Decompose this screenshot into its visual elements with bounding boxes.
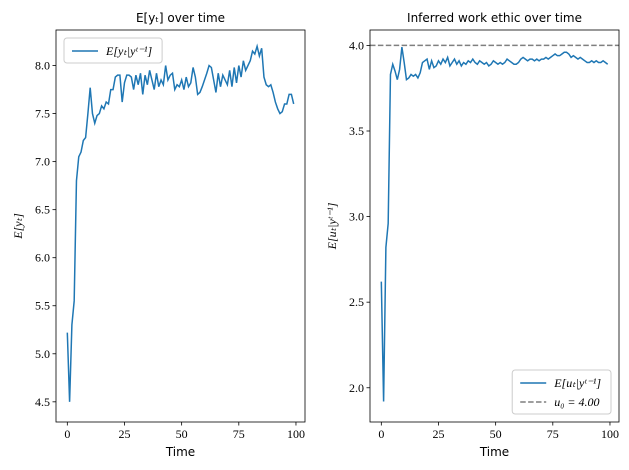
y-axis-label: E[yₜ] bbox=[11, 213, 25, 240]
y-tick-label: 4.0 bbox=[349, 38, 364, 52]
x-tick-label: 50 bbox=[176, 427, 188, 441]
x-tick-label: 75 bbox=[233, 427, 245, 441]
y-tick-label: 5.0 bbox=[35, 347, 50, 361]
y-tick-label: 7.5 bbox=[35, 107, 50, 121]
y-tick-label: 3.0 bbox=[349, 210, 364, 224]
x-tick-label: 100 bbox=[601, 427, 619, 441]
x-tick-label: 0 bbox=[378, 427, 384, 441]
line-series bbox=[380, 47, 609, 402]
x-tick-label: 0 bbox=[64, 427, 70, 441]
chart-title: E[yₜ] over time bbox=[136, 11, 225, 25]
legend: E[uₜ|yᵗ⁻¹] u₀ = 4.00 bbox=[511, 369, 612, 415]
x-tick-label: 50 bbox=[490, 427, 502, 441]
x-tick-label: 25 bbox=[432, 427, 444, 441]
chart-title: Inferred work ethic over time bbox=[407, 11, 582, 25]
y-tick-label: 2.5 bbox=[349, 295, 364, 309]
x-tick-label: 75 bbox=[547, 427, 559, 441]
y-tick-label: 8.0 bbox=[35, 59, 50, 73]
y-tick-label: 6.5 bbox=[35, 203, 50, 217]
axes-frame bbox=[55, 29, 306, 423]
line-series bbox=[66, 43, 295, 402]
legend-box bbox=[63, 37, 163, 64]
x-tick-label: 100 bbox=[287, 427, 305, 441]
y-tick-label: 7.0 bbox=[35, 155, 50, 169]
y-tick-label: 3.5 bbox=[349, 124, 364, 138]
legend-label: u₀ = 4.00 bbox=[554, 395, 599, 409]
x-axis-label: Time bbox=[165, 445, 195, 459]
y-tick-label: 6.0 bbox=[35, 251, 50, 265]
x-axis-label: Time bbox=[479, 445, 509, 459]
legend-box bbox=[511, 369, 612, 415]
y-axis-label: E[uₜ|yᵗ⁻¹] bbox=[325, 202, 339, 250]
legend: E[yₜ|yᵗ⁻¹] bbox=[63, 37, 163, 64]
legend-label: E[uₜ|yᵗ⁻¹] bbox=[553, 376, 601, 390]
y-tick-label: 2.0 bbox=[349, 381, 364, 395]
axes-frame bbox=[369, 29, 620, 423]
y-tick-label: 5.5 bbox=[35, 299, 50, 313]
x-tick-label: 25 bbox=[118, 427, 130, 441]
legend-label: E[yₜ|yᵗ⁻¹] bbox=[105, 44, 152, 58]
y-tick-label: 4.5 bbox=[35, 395, 50, 409]
